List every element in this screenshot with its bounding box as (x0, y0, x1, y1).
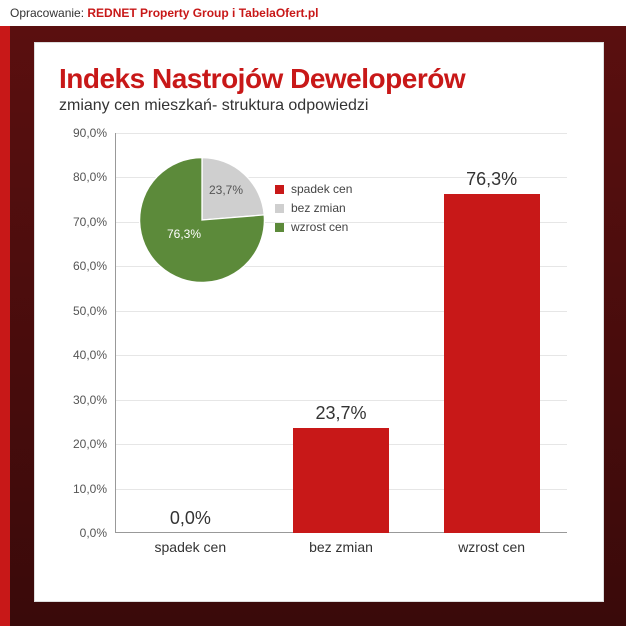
y-tick-label: 30,0% (59, 393, 107, 407)
chart-area: 76,3% 23,7% spadek cen bez zmian wzrost … (59, 133, 569, 573)
legend-swatch (275, 204, 284, 213)
bar-category-label: wzrost cen (432, 539, 552, 555)
y-tick-label: 10,0% (59, 482, 107, 496)
pie-slice (202, 158, 264, 220)
panel-title: Indeks Nastrojów Deweloperów (59, 63, 579, 95)
bar (444, 194, 540, 533)
attribution-header: Opracowanie: REDNET Property Group i Tab… (0, 0, 626, 27)
pie-svg (137, 155, 267, 285)
legend-label: spadek cen (291, 182, 352, 196)
bar-value-label: 76,3% (432, 169, 552, 190)
chart-panel: Indeks Nastrojów Deweloperów zmiany cen … (34, 42, 604, 602)
y-tick-label: 20,0% (59, 437, 107, 451)
edge-accent-left (0, 26, 10, 626)
y-tick-label: 70,0% (59, 215, 107, 229)
y-tick-label: 80,0% (59, 170, 107, 184)
attribution-prefix: Opracowanie: (10, 6, 87, 20)
bar-category-label: bez zmian (281, 539, 401, 555)
panel-subtitle: zmiany cen mieszkań- struktura odpowiedz… (59, 97, 579, 115)
legend-item: wzrost cen (275, 220, 352, 234)
attribution-brand: REDNET Property Group i TabelaOfert.pl (87, 6, 318, 20)
y-tick-label: 60,0% (59, 259, 107, 273)
legend-item: spadek cen (275, 182, 352, 196)
y-tick-label: 0,0% (59, 526, 107, 540)
legend-swatch (275, 185, 284, 194)
legend: spadek cen bez zmian wzrost cen (275, 177, 352, 239)
legend-label: wzrost cen (291, 220, 348, 234)
bar (293, 428, 389, 533)
gridline (116, 133, 567, 134)
pie-chart: 76,3% 23,7% (137, 155, 267, 285)
y-tick-label: 50,0% (59, 304, 107, 318)
bar-value-label: 0,0% (130, 508, 250, 529)
y-tick-label: 90,0% (59, 126, 107, 140)
legend-swatch (275, 223, 284, 232)
legend-item: bez zmian (275, 201, 352, 215)
y-tick-label: 40,0% (59, 348, 107, 362)
bar-value-label: 23,7% (281, 403, 401, 424)
bar-category-label: spadek cen (130, 539, 250, 555)
legend-label: bez zmian (291, 201, 346, 215)
